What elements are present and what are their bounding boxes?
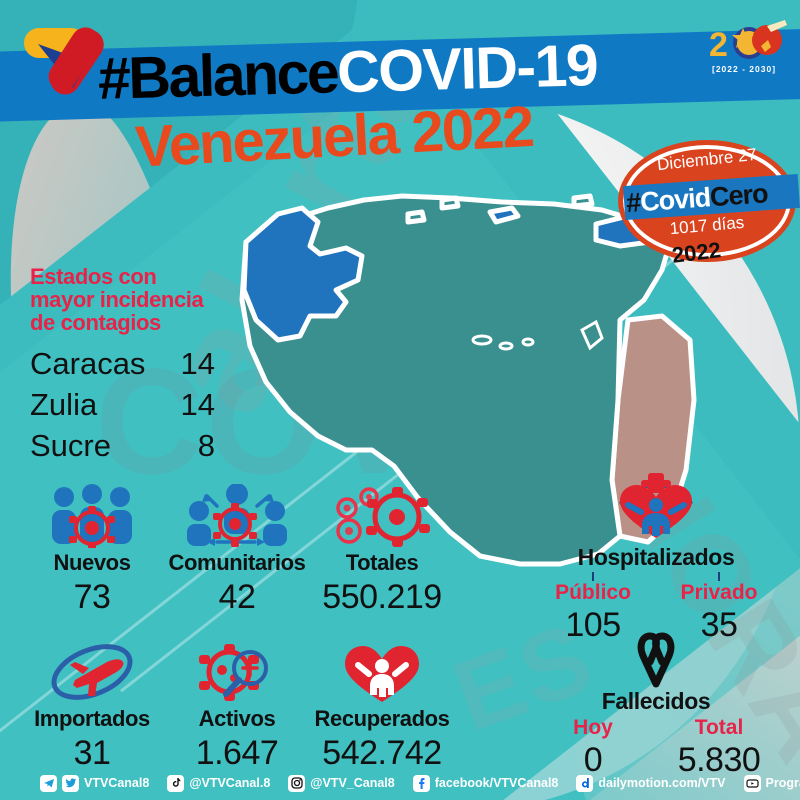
estado-value: 14	[180, 346, 215, 381]
facebook-icon[interactable]	[412, 774, 430, 792]
hospital-heart-icon	[532, 472, 780, 544]
hospitalizados-columns: Público 105 Privado 35	[532, 572, 780, 645]
stat-label: Nuevos	[53, 550, 131, 575]
stat-label: Importados	[34, 706, 150, 731]
stat-value: 1.647	[195, 734, 279, 772]
community-spread-icon	[157, 484, 317, 548]
hospitalizados-block: Hospitalizados Público 105 Privado 35	[532, 472, 780, 645]
map-island-1	[439, 195, 461, 211]
stamp-cero: Cero	[709, 178, 769, 213]
fallecidos-title: Fallecidos	[601, 688, 711, 714]
column-value: 35	[700, 606, 738, 644]
map-island-4	[471, 334, 493, 346]
fallecidos-hoy: Hoy 0	[543, 716, 643, 780]
twitter-icon[interactable]	[62, 774, 79, 792]
map-island-7	[580, 319, 604, 351]
black-ribbon-icon	[532, 632, 780, 688]
footer-label: @VTV_Canal8	[310, 776, 395, 790]
youtube-icon[interactable]	[743, 774, 761, 792]
column-label: Total	[694, 716, 744, 739]
stat-activos: Activos 1.647	[157, 640, 317, 773]
column-value: 105	[565, 606, 621, 644]
estado-name: Caracas	[30, 346, 146, 381]
footer-label: Programas Completos	[765, 776, 800, 790]
tick-mark	[718, 572, 720, 581]
tick-mark	[592, 572, 594, 581]
stat-value: 31	[73, 734, 111, 772]
people-virus-icon	[12, 484, 172, 548]
column-label: Privado	[680, 581, 758, 604]
map-island-margarita	[487, 205, 521, 225]
footer-item-dailymotion[interactable]: dailymotion.com/VTV	[576, 774, 726, 792]
stat-label: Activos	[198, 706, 276, 731]
dailymotion-icon[interactable]	[576, 774, 594, 792]
map-island-5	[498, 341, 514, 351]
footer-label: dailymotion.com/VTV	[598, 776, 726, 790]
virus-magnifier-icon	[157, 640, 317, 704]
stat-totales: Totales 550.219	[302, 484, 462, 617]
footer-item-tiktok[interactable]: @VTVCanal.8	[167, 774, 271, 792]
footer-item-telegram-twitter[interactable]: VTVCanal8	[40, 774, 150, 792]
map-island-3	[571, 193, 595, 209]
telegram-icon[interactable]	[40, 774, 57, 792]
column-value: 0	[583, 741, 603, 779]
fallecidos-total: Total 5.830	[669, 716, 769, 780]
footer-item-youtube[interactable]: Programas Completos Multimedios VTV	[743, 774, 800, 792]
instagram-icon[interactable]	[288, 774, 306, 792]
stat-recuperados: Recuperados 542.742	[302, 640, 462, 773]
map-state-zulia	[241, 205, 365, 343]
svg-text:2: 2	[709, 26, 728, 64]
agenda-2030-badge: 2 [2022 - 2030]	[705, 18, 793, 78]
estado-name: Sucre	[30, 428, 111, 463]
covidcero-stamp: Diciembre 27 #CovidCero 1017 días 2022	[618, 140, 800, 268]
column-label: Público	[555, 581, 631, 604]
fallecidos-block: Fallecidos Hoy 0 Total 5.830	[532, 632, 780, 780]
stat-label: Comunitarios	[168, 550, 306, 575]
stat-nuevos: Nuevos 73	[12, 484, 172, 617]
heart-person-icon	[302, 640, 462, 704]
estados-title-line1: Estados con	[30, 264, 157, 289]
hospitalizados-privado: Privado 35	[669, 572, 769, 645]
estados-row: Caracas 14	[30, 343, 215, 384]
stamp-covid: Covid	[639, 182, 712, 218]
vtv-v-logo	[18, 18, 128, 96]
title-balance: #Balance	[97, 39, 339, 112]
map-island-2	[405, 209, 427, 225]
virus-cluster-icon	[302, 484, 462, 548]
stat-label: Recuperados	[314, 706, 450, 731]
stat-value: 550.219	[322, 578, 442, 616]
hospitalizados-publico: Público 105	[543, 572, 643, 645]
estados-row: Zulia 14	[30, 384, 215, 425]
footer-label: facebook/VTVCanal8	[434, 776, 559, 790]
tiktok-icon[interactable]	[167, 774, 185, 792]
stat-value: 42	[218, 578, 256, 616]
footer-label: @VTVCanal.8	[189, 776, 271, 790]
estado-value: 14	[180, 387, 215, 422]
airplane-globe-icon	[12, 640, 172, 704]
estados-row: Sucre 8	[30, 425, 215, 466]
stat-value: 542.742	[322, 734, 442, 772]
fallecidos-columns: Hoy 0 Total 5.830	[532, 716, 780, 780]
svg-text:[2022 - 2030]: [2022 - 2030]	[712, 64, 776, 74]
stat-importados: Importados 31	[12, 640, 172, 773]
footer-item-instagram[interactable]: @VTV_Canal8	[288, 774, 395, 792]
column-label: Hoy	[573, 716, 613, 739]
estados-title-line2: mayor incidencia	[30, 287, 204, 312]
hospitalizados-title: Hospitalizados	[577, 544, 735, 570]
estados-title: Estados con mayor incidencia de contagio…	[30, 265, 280, 334]
estados-list: Caracas 14 Zulia 14 Sucre 8	[30, 343, 280, 466]
map-island-6	[521, 337, 535, 347]
estados-title-line3: de contagios	[30, 310, 161, 335]
footer-label: VTVCanal8	[84, 776, 150, 790]
stat-value: 73	[73, 578, 111, 616]
estados-block: Estados con mayor incidencia de contagio…	[30, 265, 280, 466]
column-value: 5.830	[677, 741, 761, 779]
stat-label: Totales	[345, 550, 419, 575]
estado-name: Zulia	[30, 387, 98, 422]
estado-value: 8	[197, 428, 215, 463]
footer-item-facebook[interactable]: facebook/VTVCanal8	[412, 774, 559, 792]
stat-comunitarios: Comunitarios 42	[157, 484, 317, 617]
social-footer-bar: VTVCanal8 @VTVCanal.8 @VTV_Canal8 face	[0, 766, 800, 800]
